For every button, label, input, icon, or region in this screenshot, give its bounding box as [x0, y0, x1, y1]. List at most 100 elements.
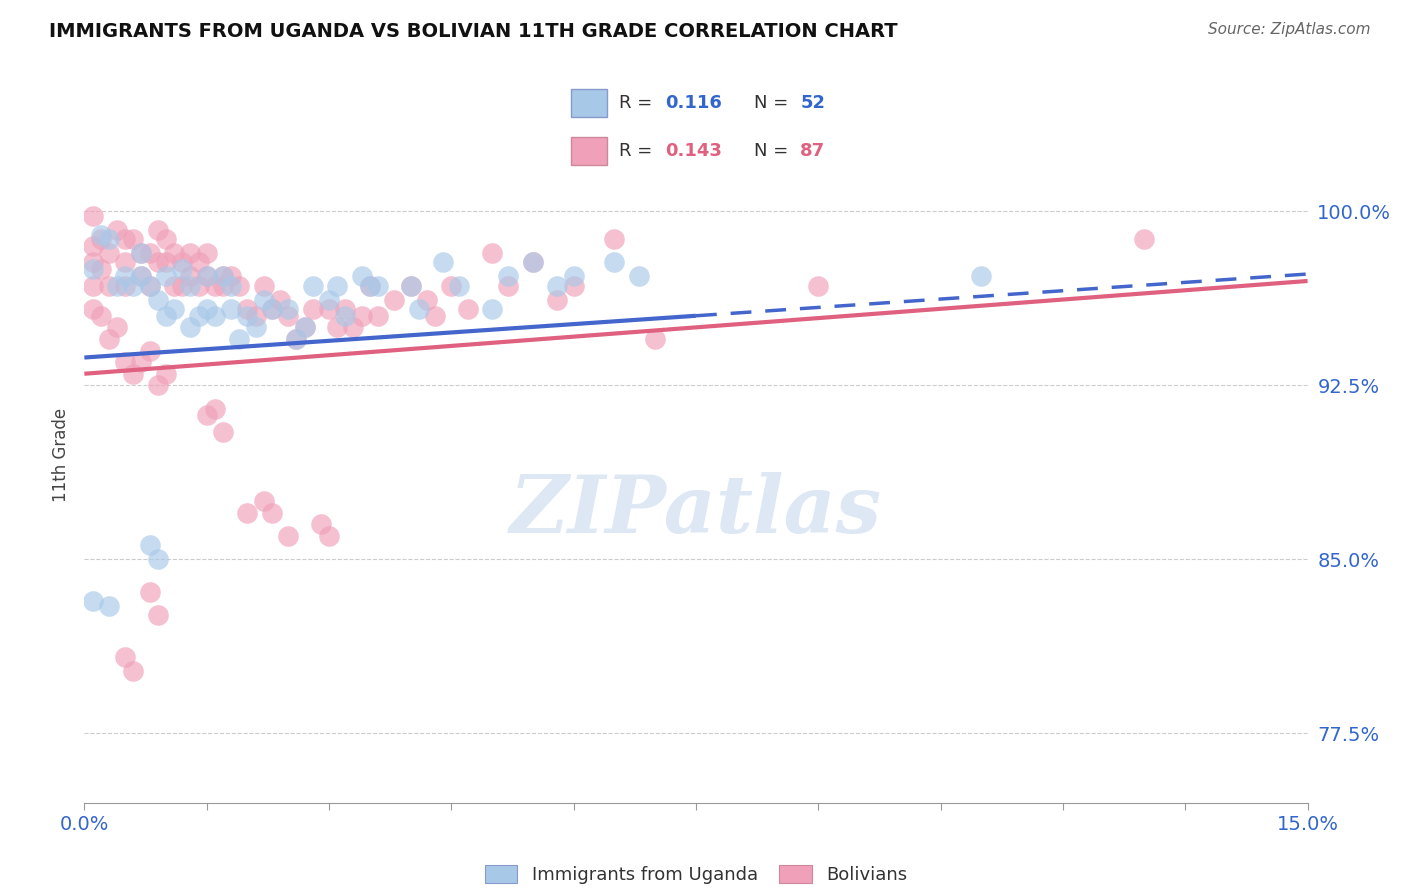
Point: [277, 529, 299, 543]
Point: [146, 607, 169, 622]
Point: [97, 278, 120, 293]
Point: [359, 278, 381, 293]
Point: [146, 255, 169, 269]
Point: [138, 343, 160, 358]
Point: [179, 320, 201, 334]
Point: [399, 278, 422, 293]
Point: [285, 332, 308, 346]
Point: [285, 332, 308, 346]
Point: [342, 320, 364, 334]
Point: [546, 293, 568, 307]
Point: [970, 269, 993, 284]
Point: [260, 506, 283, 520]
Point: [146, 293, 169, 307]
Point: [195, 269, 218, 284]
Point: [350, 309, 373, 323]
Point: [122, 367, 145, 381]
Y-axis label: 11th Grade: 11th Grade: [52, 408, 70, 502]
Point: [294, 320, 316, 334]
Point: [326, 320, 349, 334]
Point: [212, 278, 235, 293]
Point: [350, 269, 373, 284]
Point: [498, 269, 520, 284]
Point: [260, 301, 283, 316]
Point: [318, 301, 340, 316]
Point: [179, 278, 201, 293]
Point: [82, 262, 104, 277]
Point: [82, 278, 104, 293]
Point: [138, 246, 160, 260]
Point: [382, 293, 405, 307]
Point: [97, 246, 120, 260]
Point: [245, 320, 267, 334]
Text: N =: N =: [754, 142, 794, 160]
Point: [367, 309, 389, 323]
Point: [138, 584, 160, 599]
Point: [260, 301, 283, 316]
Point: [245, 309, 267, 323]
Point: [236, 301, 259, 316]
Point: [219, 269, 242, 284]
Point: [644, 332, 666, 346]
Legend: Immigrants from Uganda, Bolivians: Immigrants from Uganda, Bolivians: [478, 857, 914, 891]
Point: [90, 227, 112, 242]
Point: [277, 309, 299, 323]
Point: [114, 232, 136, 246]
Point: [97, 599, 120, 613]
Point: [195, 301, 218, 316]
Point: [603, 255, 626, 269]
Point: [114, 355, 136, 369]
Point: [423, 309, 446, 323]
Point: [82, 239, 104, 253]
Point: [253, 278, 276, 293]
Text: 0.116: 0.116: [665, 95, 721, 112]
Point: [326, 278, 349, 293]
Point: [82, 209, 104, 223]
Point: [155, 269, 177, 284]
Point: [309, 517, 332, 532]
Point: [97, 332, 120, 346]
Point: [138, 538, 160, 552]
Point: [432, 255, 454, 269]
Text: 0.143: 0.143: [665, 142, 721, 160]
Point: [172, 278, 194, 293]
Point: [546, 278, 568, 293]
Point: [122, 232, 145, 246]
Point: [277, 301, 299, 316]
Text: N =: N =: [754, 95, 794, 112]
Point: [131, 269, 153, 284]
Point: [90, 232, 112, 246]
Point: [155, 309, 177, 323]
Text: 52: 52: [800, 95, 825, 112]
Point: [163, 278, 186, 293]
Point: [172, 255, 194, 269]
Point: [114, 255, 136, 269]
Point: [204, 309, 226, 323]
FancyBboxPatch shape: [571, 89, 607, 118]
Point: [195, 409, 218, 423]
Point: [228, 332, 250, 346]
Point: [187, 278, 209, 293]
Point: [163, 246, 186, 260]
Point: [105, 223, 128, 237]
Text: 87: 87: [800, 142, 825, 160]
Point: [236, 309, 259, 323]
Point: [359, 278, 381, 293]
Point: [163, 301, 186, 316]
Point: [440, 278, 463, 293]
Point: [807, 278, 830, 293]
Point: [82, 301, 104, 316]
Point: [187, 309, 209, 323]
Point: [228, 278, 250, 293]
Point: [212, 269, 235, 284]
Point: [114, 278, 136, 293]
Point: [105, 278, 128, 293]
Text: ZIPatlas: ZIPatlas: [510, 472, 882, 549]
Point: [269, 293, 291, 307]
Point: [82, 255, 104, 269]
Point: [219, 301, 242, 316]
Point: [138, 278, 160, 293]
Point: [155, 367, 177, 381]
Point: [131, 246, 153, 260]
Point: [253, 293, 276, 307]
